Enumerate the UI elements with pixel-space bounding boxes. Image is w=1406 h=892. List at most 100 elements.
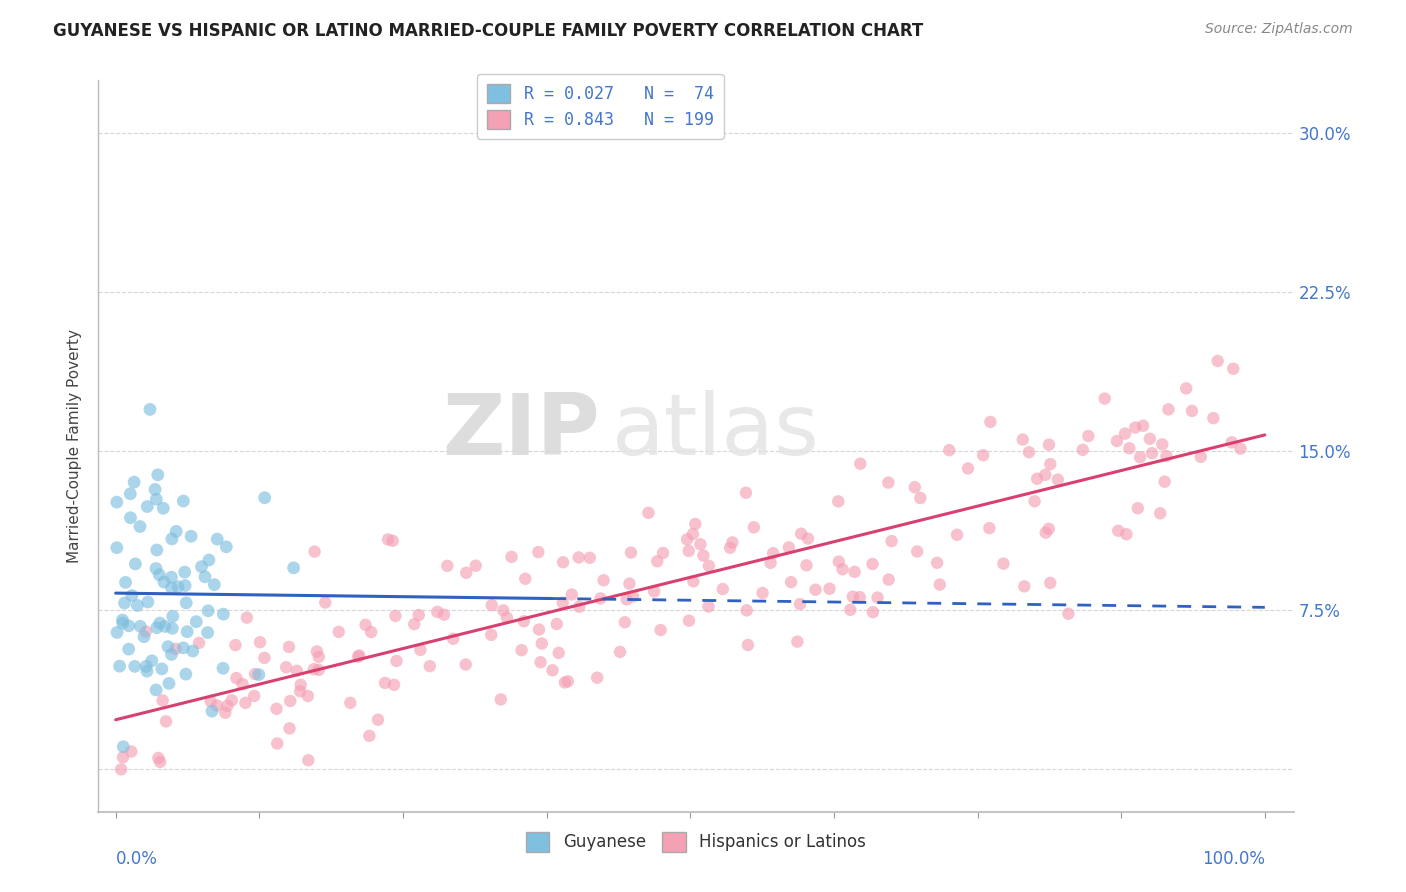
Point [145,492,167,507]
Point [122,475,145,490]
Point [385,654,408,668]
Point [1149,506,1171,520]
Point [551,596,574,610]
Point [1026,472,1049,486]
Point [194,570,217,584]
Point [1222,361,1244,376]
Point [305,644,328,658]
Point [160,570,183,584]
Y-axis label: Married-Couple Family Poverty: Married-Couple Family Poverty [66,329,82,563]
Point [111,613,134,627]
Point [541,663,564,677]
Point [205,698,228,713]
Point [197,625,219,640]
Point [146,543,169,558]
Point [489,692,512,706]
Point [578,550,600,565]
Point [374,676,396,690]
Point [359,729,381,743]
Point [513,614,536,628]
Point [1024,494,1046,508]
Point [278,722,301,736]
Point [956,461,979,475]
Point [160,648,183,662]
Point [111,616,134,631]
Point [347,648,370,663]
Point [561,588,583,602]
Point [849,457,872,471]
Point [529,655,551,669]
Point [253,651,276,665]
Point [742,520,765,534]
Point [1039,575,1062,590]
Point [162,609,184,624]
Point [609,645,631,659]
Point [266,702,288,716]
Point [1132,418,1154,433]
Point [186,615,208,629]
Point [200,694,222,708]
Point [308,663,330,677]
Point [1139,432,1161,446]
Point [180,529,202,543]
Point [718,541,741,555]
Point [905,544,928,558]
Point [551,555,574,569]
Point [409,643,432,657]
Point [1014,579,1036,593]
Point [283,561,305,575]
Point [1038,522,1060,536]
Point [129,619,152,633]
Point [339,696,361,710]
Point [253,491,276,505]
Point [382,678,405,692]
Point [160,581,183,595]
Point [589,591,612,606]
Point [314,595,336,609]
Point [972,448,994,462]
Point [697,558,720,573]
Point [979,415,1001,429]
Point [1114,426,1136,441]
Point [225,638,247,652]
Point [377,533,399,547]
Point [167,580,190,594]
Point [1152,437,1174,451]
Text: atlas: atlas [613,390,820,473]
Point [789,597,811,611]
Point [1202,411,1225,425]
Point [1011,433,1033,447]
Point [297,689,319,703]
Point [880,534,903,549]
Point [479,628,502,642]
Point [145,621,167,635]
Point [114,596,136,610]
Point [136,664,159,678]
Point [129,519,152,533]
Point [165,641,187,656]
Point [862,557,884,571]
Point [848,590,870,604]
Point [120,487,142,501]
Point [328,624,350,639]
Point [174,578,197,592]
Point [297,753,319,767]
Point [547,646,569,660]
Point [384,608,406,623]
Point [1038,438,1060,452]
Point [188,636,211,650]
Point [249,635,271,649]
Point [148,567,170,582]
Point [243,667,266,681]
Point [124,659,146,673]
Point [844,565,866,579]
Point [786,634,808,648]
Point [515,572,537,586]
Point [176,624,198,639]
Point [408,608,430,623]
Point [149,755,172,769]
Point [165,524,187,539]
Point [1033,467,1056,482]
Point [866,591,889,605]
Point [652,546,675,560]
